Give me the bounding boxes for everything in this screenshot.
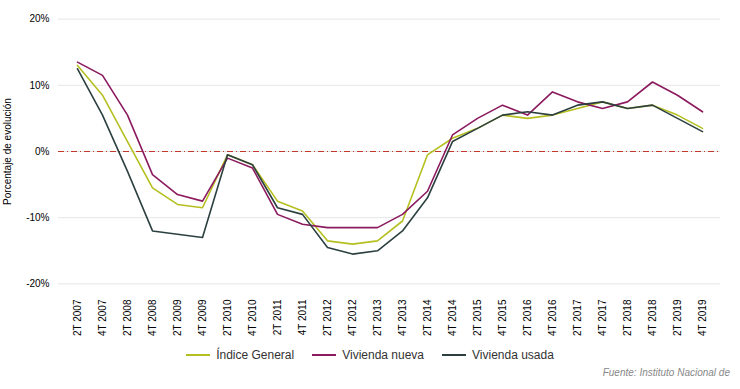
svg-text:4T 2012: 4T 2012	[347, 299, 358, 336]
svg-text:0%: 0%	[35, 146, 50, 157]
svg-text:4T 2013: 4T 2013	[397, 299, 408, 336]
svg-text:2T 2016: 2T 2016	[522, 299, 533, 336]
svg-text:4T 2018: 4T 2018	[647, 299, 658, 336]
svg-text:-10%: -10%	[26, 212, 49, 223]
svg-text:2T 2014: 2T 2014	[422, 299, 433, 336]
html-text:Vivienda nueva: Vivienda nueva	[342, 348, 424, 362]
svg-text:2T 2009: 2T 2009	[172, 299, 183, 336]
svg-text:2T 2015: 2T 2015	[472, 299, 483, 336]
svg-text:4T 2016: 4T 2016	[547, 299, 558, 336]
svg-text:2T 2018: 2T 2018	[622, 299, 633, 336]
svg-text:Porcentaje de evolución: Porcentaje de evolución	[2, 98, 13, 205]
svg-text:4T 2015: 4T 2015	[497, 299, 508, 336]
svg-text:2T 2007: 2T 2007	[72, 299, 83, 336]
html-text:Índice General: Índice General	[216, 348, 295, 362]
svg-text:4T 2009: 4T 2009	[197, 299, 208, 336]
html-text:Fuente: Instituto Nacional de: Fuente: Instituto Nacional de	[602, 367, 730, 378]
svg-text:4T 2011: 4T 2011	[297, 299, 308, 335]
svg-text:4T 2014: 4T 2014	[447, 299, 458, 336]
svg-text:-20%: -20%	[26, 278, 49, 289]
svg-text:10%: 10%	[29, 80, 49, 91]
svg-text:4T 2010: 4T 2010	[247, 299, 258, 336]
svg-text:2T 2008: 2T 2008	[122, 299, 133, 336]
svg-text:2T 2017: 2T 2017	[572, 299, 583, 336]
svg-text:2T 2011: 2T 2011	[272, 299, 283, 335]
svg-text:4T 2019: 4T 2019	[697, 299, 708, 336]
svg-text:2T 2019: 2T 2019	[672, 299, 683, 336]
svg-text:2T 2013: 2T 2013	[372, 299, 383, 336]
svg-text:4T 2007: 4T 2007	[97, 299, 108, 336]
html-text:Vivienda usada: Vivienda usada	[472, 348, 554, 362]
svg-text:2T 2010: 2T 2010	[222, 299, 233, 336]
svg-text:4T 2008: 4T 2008	[147, 299, 158, 336]
svg-text:2T 2012: 2T 2012	[322, 299, 333, 336]
svg-text:20%: 20%	[29, 13, 49, 24]
svg-text:4T 2017: 4T 2017	[597, 299, 608, 336]
